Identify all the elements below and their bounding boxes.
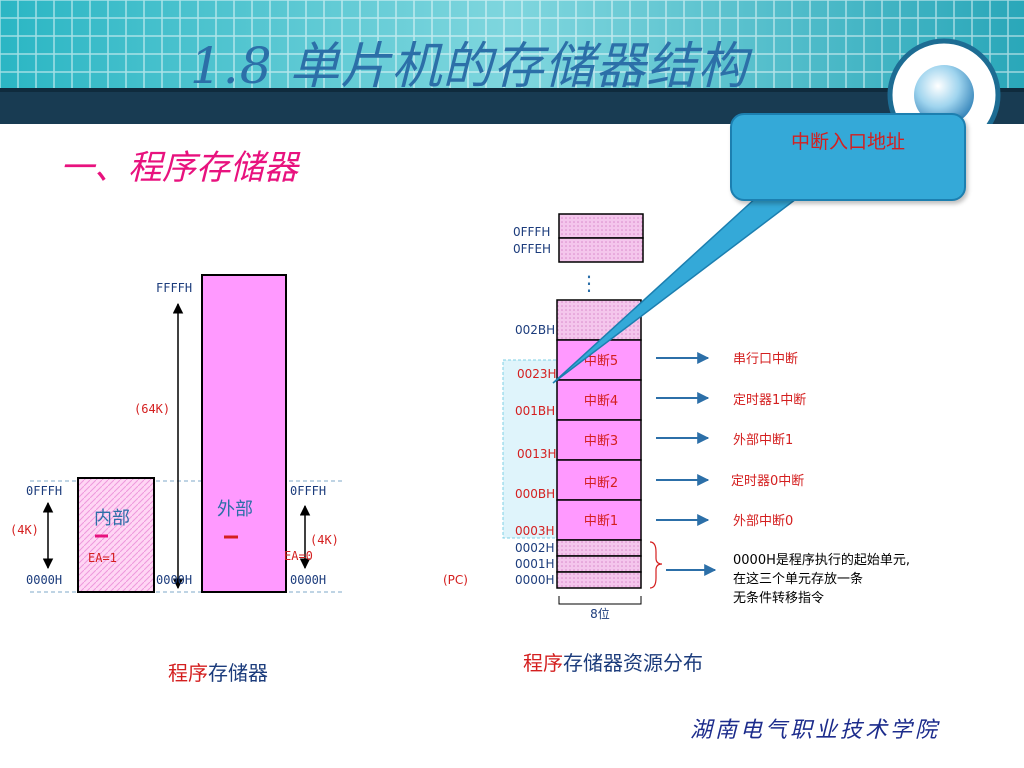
right-caption: 程序存储器资源分布 — [523, 651, 703, 675]
internal-memory-block — [77, 477, 155, 593]
cell-0ffe — [558, 237, 644, 263]
note-line-1: 0000H是程序执行的起始单元, — [733, 552, 910, 568]
width-bracket — [558, 596, 642, 605]
callout-text: 中断入口地址 — [790, 131, 905, 153]
section-title: 一、程序存储器 — [60, 148, 298, 188]
addr-0001: 0001H — [515, 557, 555, 571]
range-64k-label: (64K) — [134, 402, 170, 416]
slot-int1 — [556, 499, 642, 541]
desc-int2: 定时器0中断 — [731, 474, 804, 489]
external-label: 外部 — [217, 499, 253, 520]
note-line-2: 在这三个单元存放一条 — [733, 571, 863, 587]
globe-icon — [914, 65, 974, 124]
cell-0001 — [556, 555, 642, 573]
internal-label: 内部 — [94, 508, 130, 529]
addr-0023: 0023H — [517, 367, 557, 381]
right-0fff-label: 0FFFH — [290, 484, 326, 498]
addr-0ffe: 0FFEH — [513, 242, 551, 256]
ea0-label: EA=0 — [284, 549, 313, 563]
slot-label-4: 中断4 — [584, 394, 618, 409]
slot-int2 — [556, 459, 642, 501]
left-caption: 程序存储器 — [168, 661, 268, 685]
addr-000b: 000BH — [515, 487, 555, 501]
cell-0fff — [558, 213, 644, 239]
cell-0002 — [556, 539, 642, 557]
slide-title: 1.8 单片机的存储器结构 — [190, 37, 749, 95]
slot-label-1: 中断1 — [584, 514, 618, 529]
ellipsis: ⋮ — [579, 271, 599, 295]
desc-int1: 外部中断0 — [733, 514, 793, 529]
left-4k-label: (4K) — [10, 523, 39, 537]
right-caption-post: 存储器资源分布 — [563, 651, 703, 675]
header-background — [0, 0, 1024, 124]
slide-header — [0, 0, 1024, 124]
slot-label-5: 中断5 — [584, 354, 618, 369]
desc-int3: 外部中断1 — [733, 433, 793, 448]
ffff-label: FFFFH — [156, 281, 192, 295]
vector-region — [502, 359, 566, 539]
addr-001b: 001BH — [515, 404, 555, 418]
cell-0000 — [556, 571, 642, 589]
desc-int5: 串行口中断 — [733, 352, 798, 367]
left-0000-label: 0000H — [26, 573, 62, 587]
footer-institution: 湖南电气职业技术学院 — [690, 718, 941, 743]
ea1-label: EA=1 — [88, 551, 117, 565]
right-caption-pre: 程序 — [523, 651, 563, 675]
slot-int4 — [556, 379, 642, 421]
addr-002b: 002BH — [515, 323, 555, 337]
slot-label-2: 中断2 — [584, 476, 618, 491]
right-4k-label: (4K) — [310, 533, 339, 547]
left-caption-pre: 程序 — [168, 661, 208, 685]
right-0000-label: 0000H — [290, 573, 326, 587]
slot-label-3: 中断3 — [584, 434, 618, 449]
addr-0013: 0013H — [517, 447, 557, 461]
note-line-3: 无条件转移指令 — [733, 590, 824, 606]
reset-brace — [649, 541, 663, 589]
desc-int4: 定时器1中断 — [733, 393, 806, 408]
addr-0000: 0000H — [515, 573, 555, 587]
addr-0003: 0003H — [515, 524, 555, 538]
addr-0002: 0002H — [515, 541, 555, 555]
left-0fff-label: 0FFFH — [26, 484, 62, 498]
width-label: 8位 — [590, 606, 610, 621]
left-caption-post: 存储器 — [208, 661, 268, 685]
callout-box: 中断入口地址 — [730, 113, 966, 201]
external-memory-block — [201, 274, 287, 593]
pc-label: (PC) — [443, 573, 468, 587]
mid-0000-label: 0000H — [156, 573, 192, 587]
addr-0fff: 0FFFH — [513, 225, 550, 239]
